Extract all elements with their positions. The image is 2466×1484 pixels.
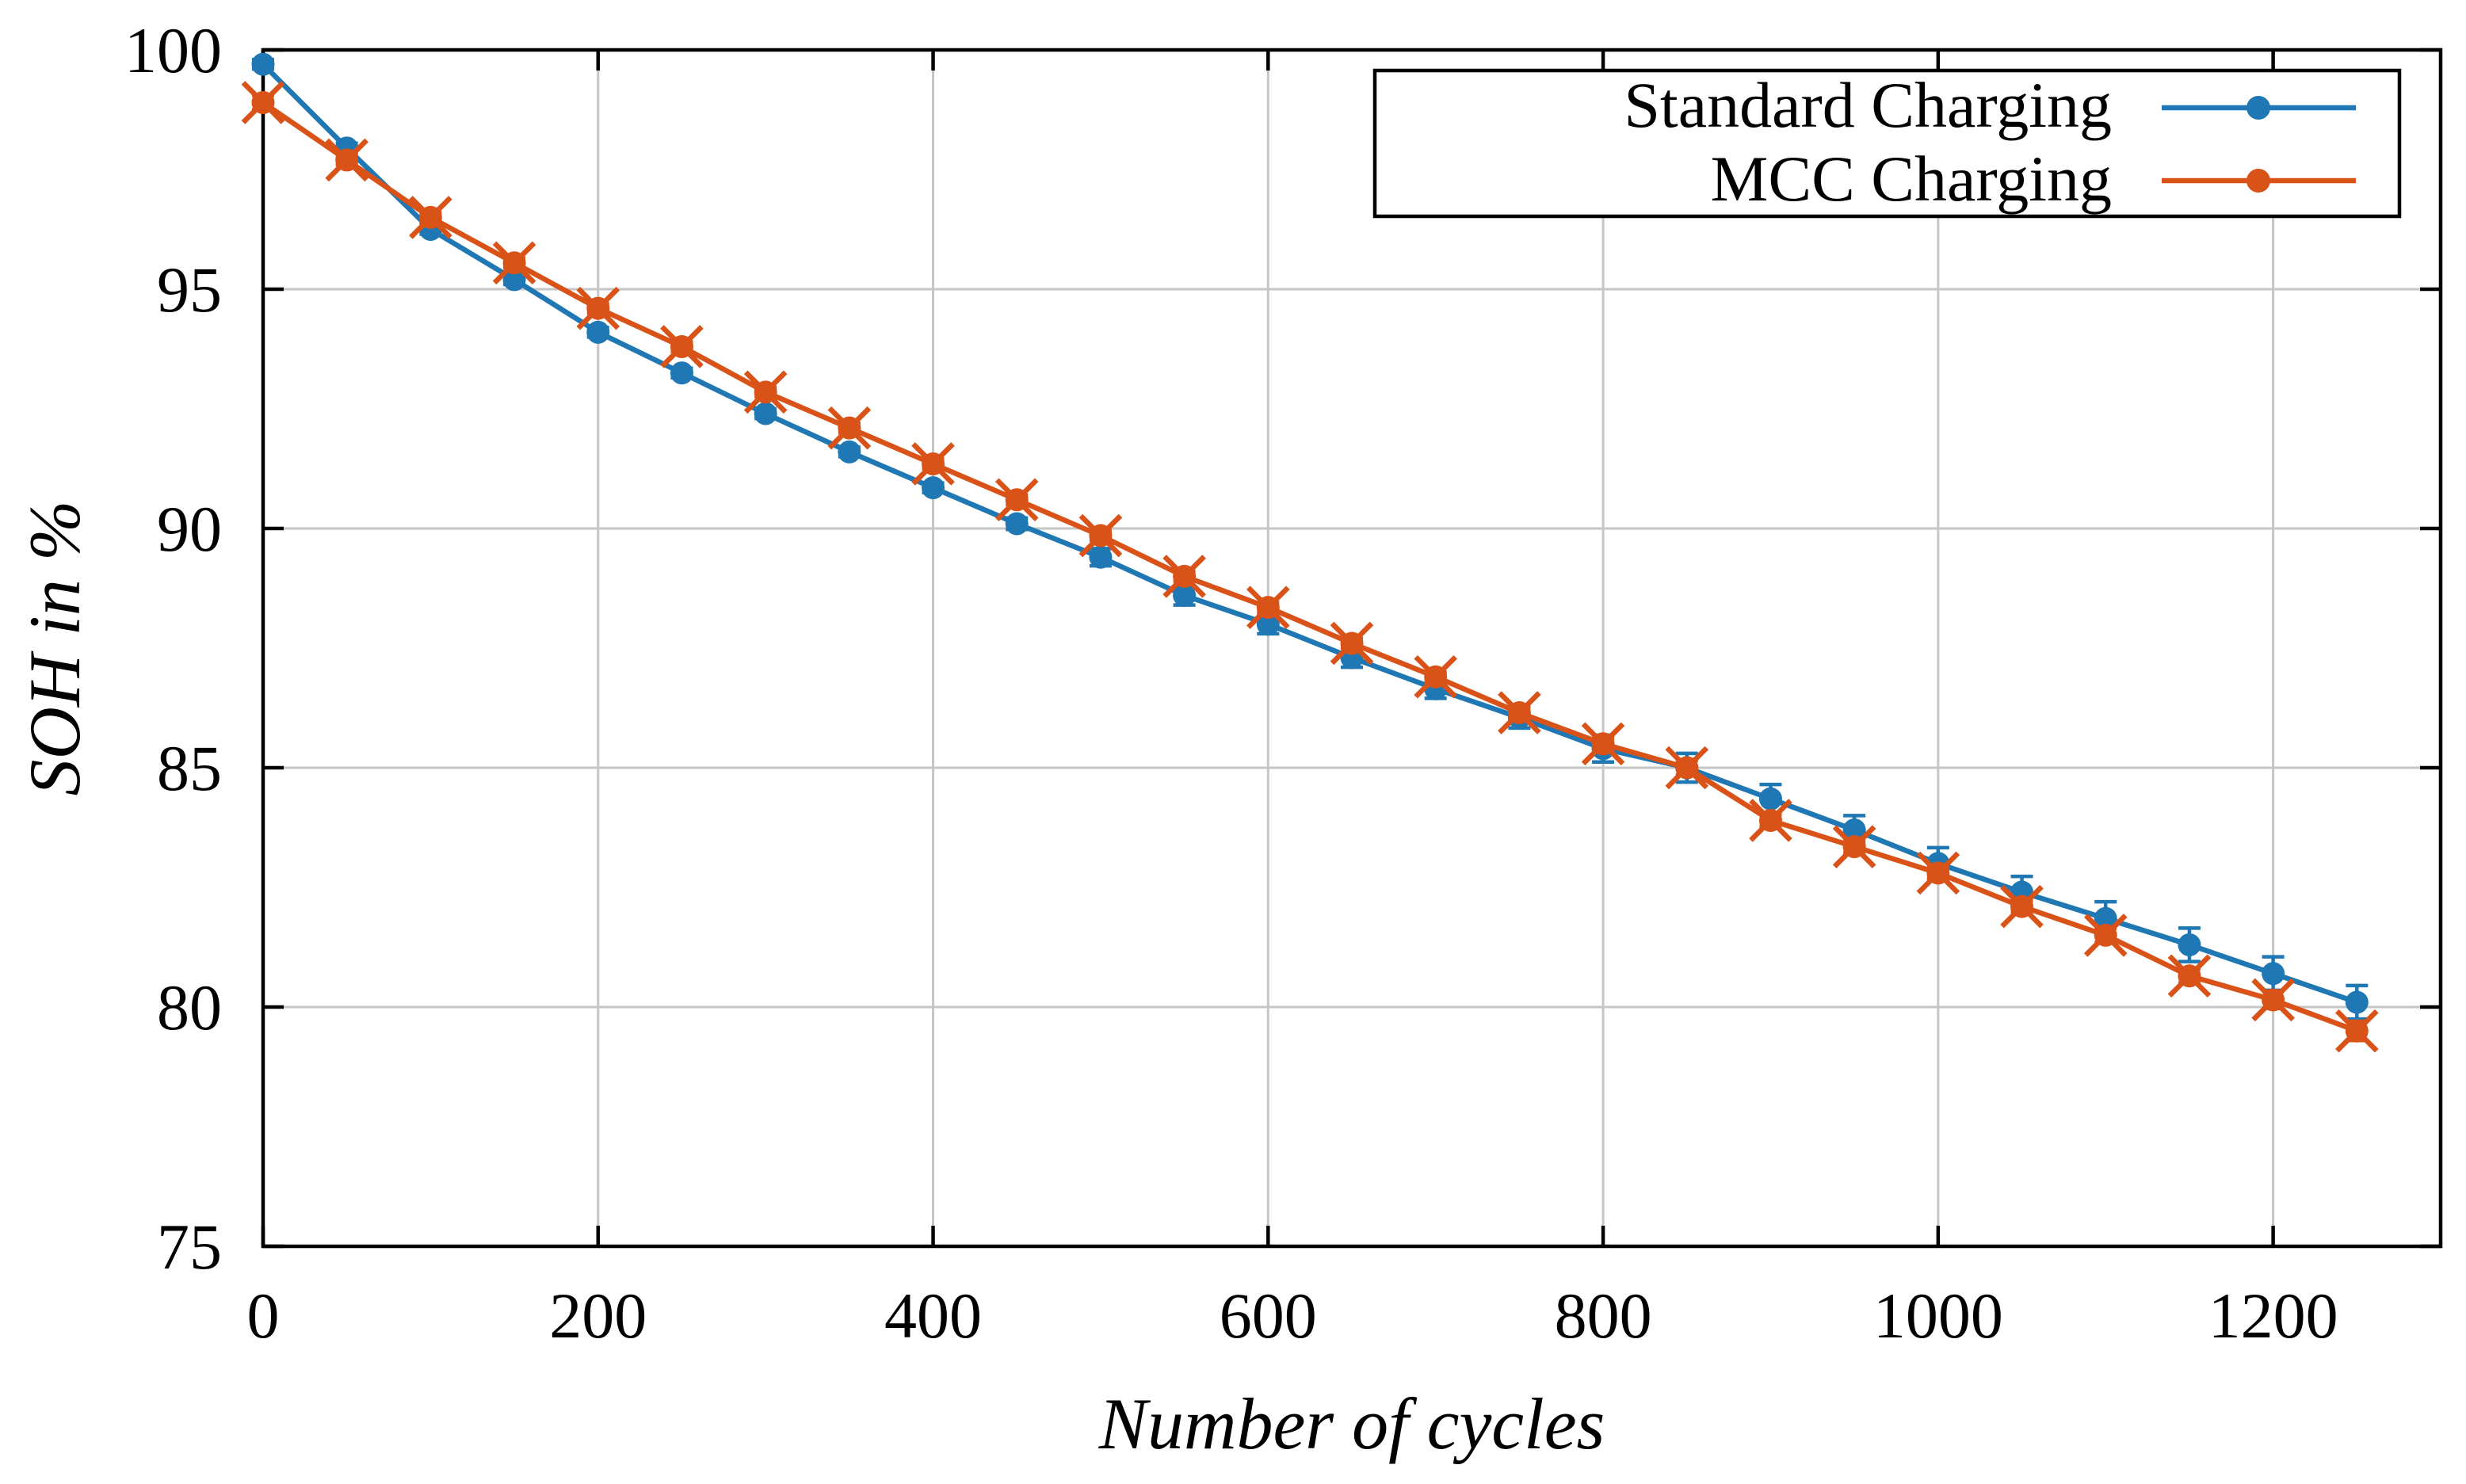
data-point-marker xyxy=(1507,701,1531,725)
data-point-marker xyxy=(1842,835,1866,859)
plot-frame xyxy=(261,48,2443,1249)
legend-sample-marker xyxy=(2247,169,2270,193)
data-point-marker xyxy=(838,416,861,440)
data-point-marker xyxy=(335,148,359,172)
legend-samples xyxy=(2162,96,2356,193)
data-point-marker xyxy=(1089,524,1113,547)
x-tick-label: 0 xyxy=(247,1280,280,1352)
x-axis-title: Number of cycles xyxy=(1098,1383,1605,1464)
x-tick-label: 600 xyxy=(1220,1280,1317,1352)
data-point-marker xyxy=(502,251,526,275)
y-tick-label: 75 xyxy=(157,1211,222,1283)
data-point-marker xyxy=(1926,861,1950,885)
data-point-marker xyxy=(2178,933,2201,956)
data-point-marker xyxy=(586,296,610,320)
y-tick-label: 100 xyxy=(124,14,222,86)
y-tick-label: 80 xyxy=(157,971,222,1043)
tick-labels: 0 200 400 600 800 1000 1200 75 80 85 90 95 100 xyxy=(124,14,2338,1352)
data-point-marker xyxy=(1842,818,1866,842)
data-point-marker xyxy=(418,205,442,229)
series-line xyxy=(261,100,2358,1034)
data-point-marker xyxy=(670,334,693,358)
data-point-marker xyxy=(1005,488,1029,512)
data-point-marker xyxy=(2010,895,2034,918)
legend: Standard Charging MCC Charging xyxy=(1372,68,2402,219)
series-line xyxy=(261,62,2358,1005)
data-point-marker xyxy=(1256,612,1280,636)
legend-label-mcc-charging: MCC Charging xyxy=(1711,143,2113,215)
data-series xyxy=(241,52,2379,1053)
data-point-marker xyxy=(1173,584,1197,608)
legend-label-standard-charging: Standard Charging xyxy=(1624,69,2112,141)
x-tick-label: 1200 xyxy=(2208,1280,2338,1352)
y-tick-label: 90 xyxy=(157,493,222,565)
data-point-marker xyxy=(754,380,777,404)
data-point-marker xyxy=(922,452,945,475)
data-point-marker xyxy=(1675,756,1699,780)
x-tick-label: 400 xyxy=(884,1280,982,1352)
data-point-marker xyxy=(586,320,610,344)
plot-frame-rect xyxy=(261,48,2443,1249)
legend-box xyxy=(1372,68,2402,219)
data-point-marker xyxy=(754,402,777,425)
y-tick-label: 85 xyxy=(157,732,222,804)
data-point-marker xyxy=(2345,990,2369,1014)
data-point-marker xyxy=(1005,512,1029,536)
y-axis-title: SOH in % xyxy=(14,500,95,795)
data-point-marker xyxy=(251,52,275,76)
data-point-marker xyxy=(1340,631,1364,655)
data-point-marker xyxy=(2345,1019,2369,1043)
data-point-marker xyxy=(2094,906,2117,930)
data-point-marker xyxy=(1591,732,1615,756)
data-point-marker xyxy=(1256,596,1280,620)
data-point-marker xyxy=(670,361,693,385)
x-tick-label: 800 xyxy=(1555,1280,1652,1352)
data-point-marker xyxy=(251,90,275,114)
data-point-marker xyxy=(838,440,861,464)
x-tick-label: 200 xyxy=(549,1280,647,1352)
y-tick-label: 95 xyxy=(157,254,222,326)
gridlines xyxy=(263,50,2441,1246)
x-tick-label: 1000 xyxy=(1873,1280,2003,1352)
data-point-marker xyxy=(922,476,945,500)
data-point-marker xyxy=(1758,787,1782,811)
data-point-marker xyxy=(1089,545,1113,569)
legend-sample-marker xyxy=(2247,96,2270,120)
data-point-marker xyxy=(1758,808,1782,832)
data-point-marker xyxy=(1173,564,1197,588)
data-point-marker xyxy=(502,268,526,292)
data-point-marker xyxy=(2094,923,2117,947)
data-point-marker xyxy=(2262,988,2285,1012)
data-point-marker xyxy=(2262,962,2285,986)
data-point-marker xyxy=(1424,665,1448,689)
series-mcc-charging xyxy=(241,81,2379,1053)
data-point-marker xyxy=(2178,964,2201,988)
